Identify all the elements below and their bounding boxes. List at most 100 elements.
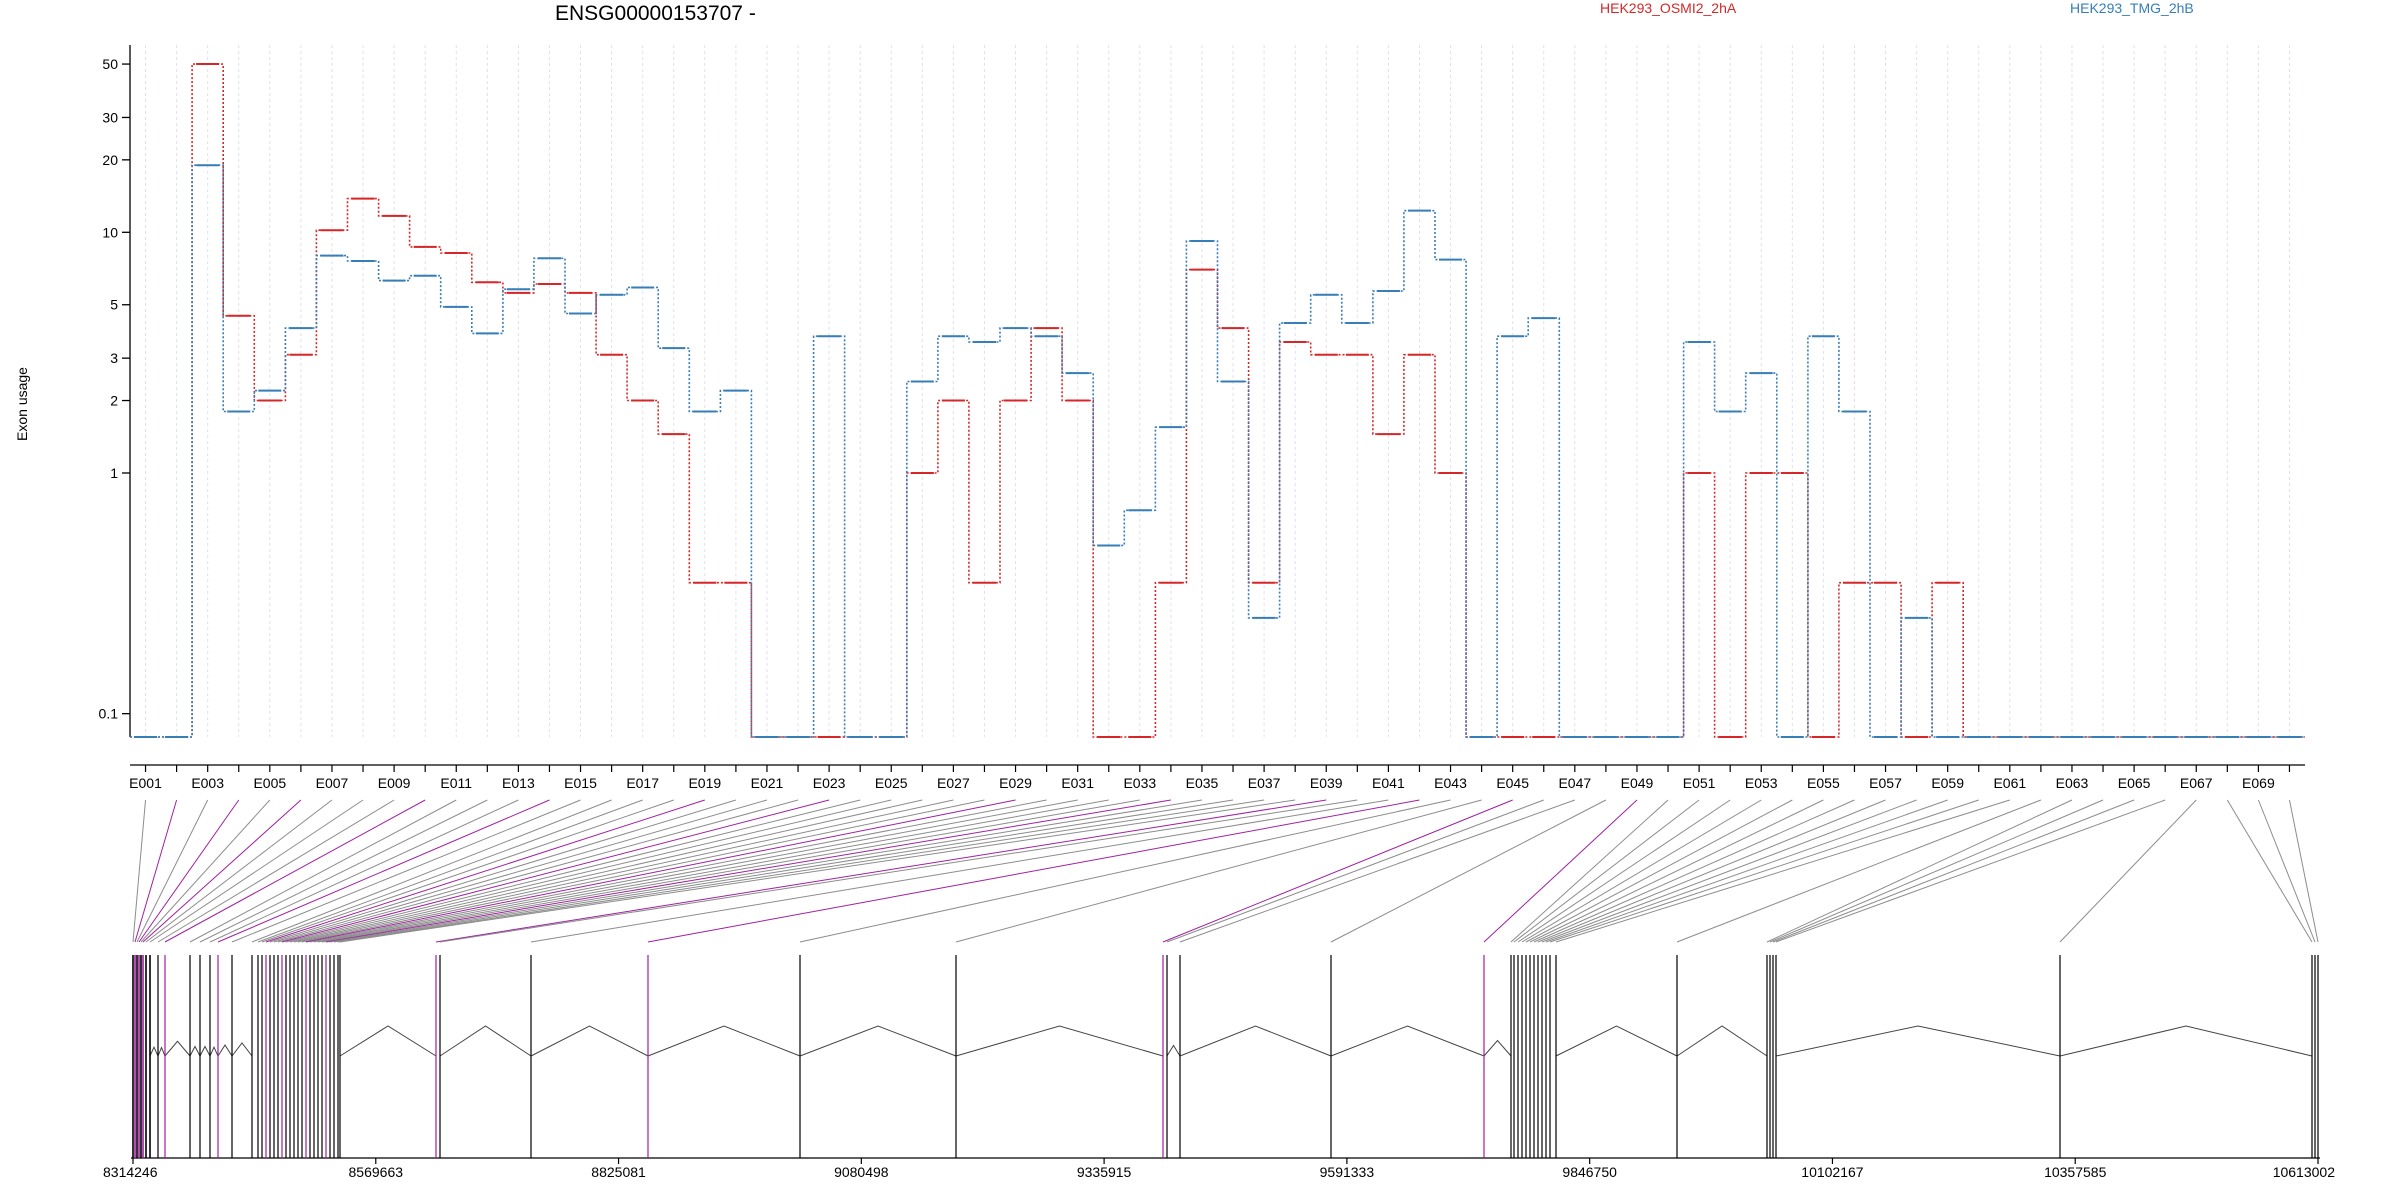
y-tick-label: 20 [102,152,118,168]
intron [339,1025,437,1057]
exon-connector [261,799,674,943]
y-tick-label: 10 [102,224,118,240]
intron [164,1040,191,1057]
genomic-tick-label: 10613002 [2273,1164,2336,1180]
intron [209,1045,219,1057]
y-tick-label: 30 [102,109,118,125]
grid-lines [145,45,2290,737]
exon-connector [1533,799,1855,943]
y-tick-label: 0.1 [99,706,119,722]
exon-connector [273,799,768,943]
x-tick-label: E043 [1434,775,1467,791]
exon-connector [142,799,302,943]
genomic-tick-label: 9080498 [834,1164,889,1180]
exon-connector [285,799,861,943]
intron [955,1025,1164,1057]
exon-connector [209,799,519,943]
x-tick-label: E023 [813,775,846,791]
legend-series-osmi2: HEK293_OSMI2_2hA [1600,0,1737,16]
intron [1555,1025,1678,1057]
exon-connector [1166,799,1544,943]
exon-connector [313,799,1078,943]
exon-connector [132,799,147,943]
x-tick-label: E033 [1123,775,1156,791]
chart-title: ENSG00000153707 - [555,2,756,25]
exon-connector [199,799,488,943]
x-tick-label: E049 [1621,775,1654,791]
exon-connector [2226,799,2313,943]
intron [1775,1025,2061,1057]
exon-connector [2257,799,2316,943]
y-tick-label: 2 [110,393,118,409]
exon-connector [337,799,1265,943]
x-tick-label: E047 [1558,775,1591,791]
exon-connector [1330,799,1607,943]
genomic-tick-label: 9846750 [1562,1164,1617,1180]
exon-connector [149,799,364,943]
genomic-tick-label: 10357585 [2044,1164,2107,1180]
exon-connector [309,799,1047,943]
exon-connector [1513,799,1700,943]
x-tick-label: E035 [1186,775,1219,791]
exon-connector [647,799,1420,943]
gene-model [131,955,2320,1159]
x-tick-label: E011 [440,775,472,791]
exon-connector [2059,799,2197,943]
exon-connector [439,799,1358,943]
exon-connector [1772,799,2135,943]
exon-connector [339,799,1296,943]
x-tick-label: E025 [875,775,908,791]
y-axis: 0.1 1 2 3 5 10 20 30 50 [99,45,131,737]
x-tick-label: E045 [1496,775,1529,791]
exon-connector [1162,799,1513,943]
intron [2059,1025,2313,1057]
x-tick-label: E041 [1372,775,1405,791]
exon-connector [955,799,1482,943]
exon-connector [1179,799,1575,943]
exon-connector [257,799,643,943]
exon-connector [145,799,333,943]
exon-connector [325,799,1171,943]
x-tick-label: E017 [626,775,659,791]
intron [149,1045,159,1057]
genomic-tick-label: 8825081 [591,1164,646,1180]
exon-connector [530,799,1389,943]
genomic-tick-label: 9591333 [1320,1164,1375,1180]
genomic-axis: 8314246 8569663 8825081 9080498 9335915 95913… [103,1158,2335,1180]
exon-connector [281,799,830,943]
exon-connector [1769,799,2104,943]
x-tick-label: E057 [1869,775,1902,791]
x-axis: E001 E003 E005 E007 E009 E011 E013 E015 E017 E019… [129,764,2305,791]
exon-connector [1510,799,1669,943]
exon-connector [1775,799,2166,943]
x-tick-label: E029 [999,775,1032,791]
exon-connector [321,799,1140,943]
x-tick-label: E031 [1061,775,1094,791]
exon-connector [231,799,581,943]
exon-connector [289,799,892,943]
intron [189,1045,201,1057]
exon-connector [333,799,1234,943]
exon-connector [1525,799,1793,943]
genomic-tick-label: 10102167 [1801,1164,1864,1180]
exon-connector [164,799,426,943]
x-tick-label: E013 [502,775,535,791]
exon-connectors [132,799,2319,943]
genomic-tick-label: 8314246 [103,1164,158,1180]
exon-connector [1555,799,2010,943]
intron [217,1044,233,1057]
intron [1676,1025,1768,1057]
x-tick-label: E021 [751,775,784,791]
intron [647,1025,801,1057]
exon-connector [1521,799,1762,943]
intron [1166,1044,1181,1057]
exon-connector [1766,799,2073,943]
x-tick-label: E051 [1683,775,1716,791]
x-tick-label: E027 [937,775,970,791]
exon-connector [1529,799,1824,943]
x-tick-label: E053 [1745,775,1778,791]
intron [1179,1025,1332,1057]
intron [1330,1025,1485,1057]
